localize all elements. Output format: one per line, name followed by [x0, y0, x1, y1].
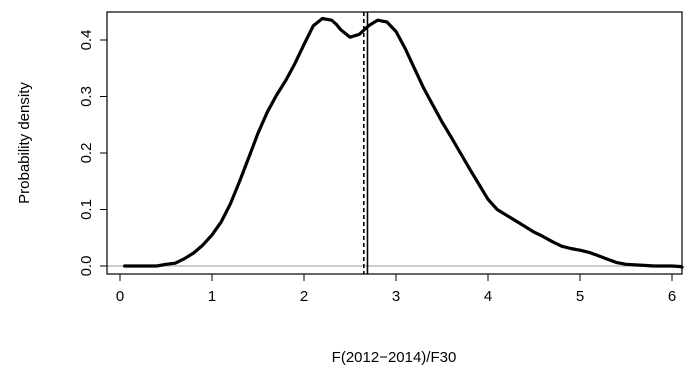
y-tick-label: 0.1 — [78, 199, 95, 220]
x-tick-label: 1 — [208, 288, 216, 305]
y-tick-label: 0.4 — [78, 30, 95, 51]
x-tick-label: 4 — [484, 288, 492, 305]
x-axis: 0 1 2 3 4 5 6 — [116, 274, 676, 305]
y-tick-label: 0.2 — [78, 143, 95, 164]
x-tick-label: 5 — [576, 288, 584, 305]
y-axis-title: Probability density — [16, 82, 33, 204]
x-tick-label: 2 — [300, 288, 308, 305]
x-tick-label: 6 — [668, 288, 676, 305]
plot-frame — [106, 11, 683, 275]
y-tick-label: 0.3 — [78, 86, 95, 107]
density-curve — [123, 16, 684, 269]
x-tick-label: 3 — [392, 288, 400, 305]
x-axis-title: F(2012−2014)/F30 — [332, 349, 457, 366]
reference-lines — [362, 12, 369, 274]
y-axis: 0.0 0.1 0.2 0.3 0.4 — [78, 30, 107, 277]
x-tick-label: 0 — [116, 288, 124, 305]
y-tick-label: 0.0 — [78, 256, 95, 277]
